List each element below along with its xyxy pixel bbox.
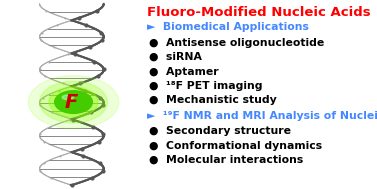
- Text: F: F: [65, 93, 78, 112]
- Text: ●  Antisense oligonucleotide: ● Antisense oligonucleotide: [149, 38, 324, 48]
- Text: ●  Conformational dynamics: ● Conformational dynamics: [149, 141, 322, 151]
- Text: ►  Biomedical Applications: ► Biomedical Applications: [147, 22, 309, 32]
- Text: ●  ¹⁸F PET imaging: ● ¹⁸F PET imaging: [149, 81, 262, 91]
- Text: ●  Secondary structure: ● Secondary structure: [149, 126, 291, 136]
- Text: Fluoro-Modified Nucleic Acids: Fluoro-Modified Nucleic Acids: [147, 6, 371, 19]
- Text: ●  Molecular interactions: ● Molecular interactions: [149, 155, 303, 165]
- Ellipse shape: [40, 81, 107, 123]
- Text: ●  siRNA: ● siRNA: [149, 52, 202, 62]
- Ellipse shape: [28, 76, 119, 129]
- Text: ●  Aptamer: ● Aptamer: [149, 67, 219, 77]
- Ellipse shape: [49, 87, 98, 117]
- Ellipse shape: [62, 95, 74, 100]
- Text: ●  Mechanistic study: ● Mechanistic study: [149, 95, 277, 105]
- Ellipse shape: [55, 91, 92, 113]
- Text: ►  ¹⁹F NMR and MRI Analysis of Nucleic Acids: ► ¹⁹F NMR and MRI Analysis of Nucleic Ac…: [147, 111, 377, 121]
